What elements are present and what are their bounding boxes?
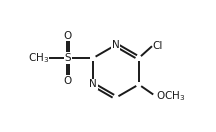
Text: O: O xyxy=(64,31,72,41)
Text: N: N xyxy=(112,40,120,50)
Text: CH$_3$: CH$_3$ xyxy=(28,51,49,65)
Text: O: O xyxy=(64,76,72,86)
Text: OCH$_3$: OCH$_3$ xyxy=(156,89,185,103)
Text: S: S xyxy=(65,53,71,63)
Text: N: N xyxy=(89,79,97,89)
Text: Cl: Cl xyxy=(152,41,162,51)
